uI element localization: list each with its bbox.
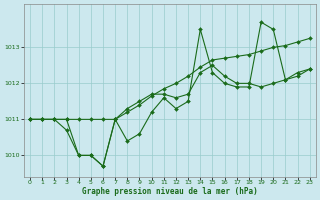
X-axis label: Graphe pression niveau de la mer (hPa): Graphe pression niveau de la mer (hPa) bbox=[82, 187, 258, 196]
